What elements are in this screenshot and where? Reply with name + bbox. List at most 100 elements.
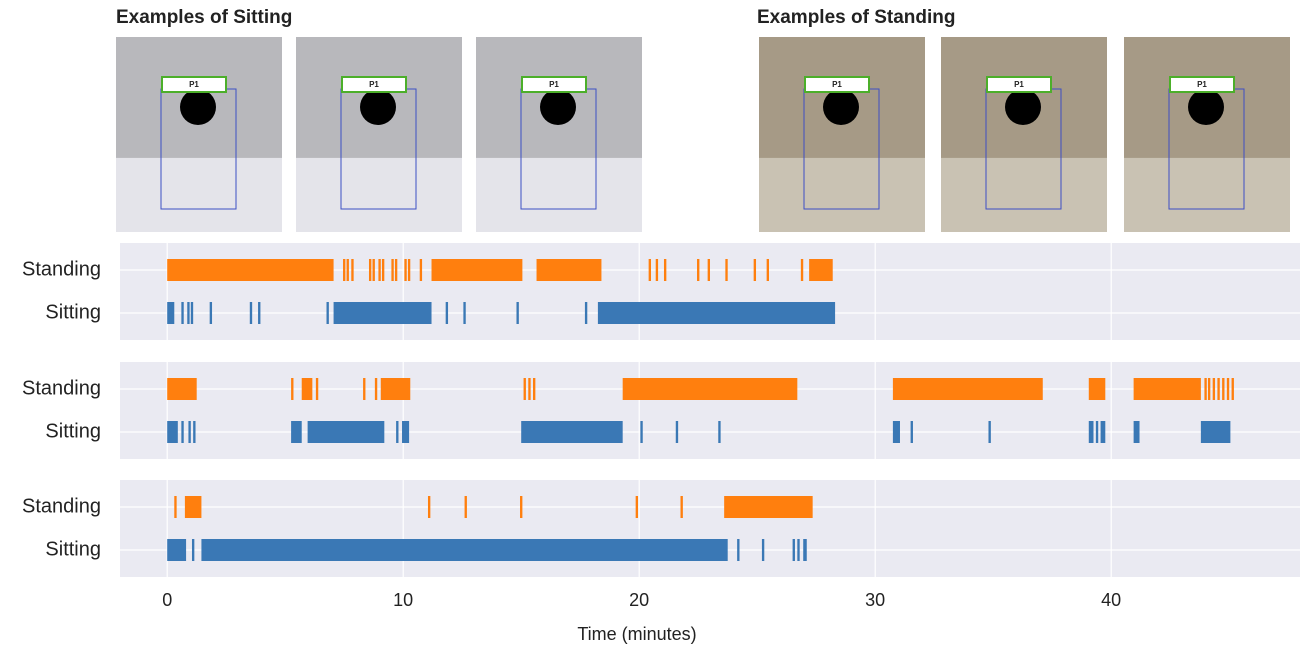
activity-segment — [404, 259, 406, 281]
activity-segment — [378, 259, 380, 281]
activity-segment — [533, 378, 535, 400]
activity-segment — [797, 539, 799, 561]
activity-segment — [428, 496, 430, 518]
x-axis-label: Time (minutes) — [577, 624, 696, 644]
example-title: Examples of Sitting — [116, 7, 292, 28]
activity-segment — [697, 259, 699, 281]
face-mask — [540, 89, 576, 125]
activity-segment — [351, 259, 353, 281]
activity-segment — [676, 421, 678, 443]
activity-segment — [1222, 378, 1224, 400]
face-mask — [360, 89, 396, 125]
activity-segment — [363, 378, 365, 400]
activity-segment — [1201, 421, 1231, 443]
activity-segment — [724, 496, 813, 518]
row-label: Sitting — [45, 301, 101, 323]
activity-segment — [803, 539, 807, 561]
activity-segment — [725, 259, 727, 281]
activity-segment — [649, 259, 651, 281]
activity-segment — [1213, 378, 1215, 400]
face-mask — [180, 89, 216, 125]
tag: P1 — [369, 80, 379, 89]
activity-segment — [656, 259, 658, 281]
activity-segment — [911, 421, 913, 443]
activity-segment — [192, 539, 194, 561]
activity-segment — [737, 539, 739, 561]
activity-segment — [188, 421, 190, 443]
activity-segment — [585, 302, 587, 324]
activity-segment — [181, 302, 183, 324]
activity-segment — [381, 378, 411, 400]
activity-segment — [167, 378, 197, 400]
tag: P1 — [832, 80, 842, 89]
activity-segment — [1101, 421, 1106, 443]
activity-segment — [463, 302, 465, 324]
activity-segment — [1204, 378, 1206, 400]
activity-segment — [167, 259, 333, 281]
tag: P1 — [189, 80, 199, 89]
activity-segment — [167, 539, 186, 561]
activity-segment — [420, 259, 422, 281]
face-mask — [823, 89, 859, 125]
activity-segment — [395, 259, 397, 281]
activity-segment — [988, 421, 990, 443]
activity-segment — [396, 421, 398, 443]
activity-segment — [521, 421, 622, 443]
row-label: Standing — [22, 258, 101, 280]
activity-segment — [516, 302, 518, 324]
face-mask — [1005, 89, 1041, 125]
activity-segment — [174, 496, 176, 518]
activity-segment — [308, 421, 385, 443]
panel-background — [120, 243, 1300, 340]
activity-segment — [185, 496, 202, 518]
activity-segment — [681, 496, 683, 518]
activity-segment — [801, 259, 803, 281]
photo-floor — [476, 158, 642, 232]
activity-segment — [327, 302, 329, 324]
activity-segment — [754, 259, 756, 281]
tag: P1 — [549, 80, 559, 89]
activity-segment — [382, 259, 384, 281]
activity-segment — [402, 421, 409, 443]
face-mask — [1188, 89, 1224, 125]
row-label: Sitting — [45, 538, 101, 560]
activity-segment — [598, 302, 835, 324]
activity-segment — [291, 378, 293, 400]
activity-segment — [375, 378, 377, 400]
activity-segment — [636, 496, 638, 518]
activity-segment — [302, 378, 313, 400]
activity-segment — [793, 539, 795, 561]
x-tick-label: 20 — [629, 590, 649, 610]
activity-segment — [250, 302, 252, 324]
activity-segment — [191, 302, 193, 324]
activity-segment — [718, 421, 720, 443]
activity-segment — [1232, 378, 1234, 400]
activity-segment — [408, 259, 410, 281]
activity-segment — [465, 496, 467, 518]
activity-segment — [767, 259, 769, 281]
activity-segment — [762, 539, 764, 561]
activity-segment — [893, 421, 900, 443]
activity-segment — [343, 259, 345, 281]
x-tick-label: 40 — [1101, 590, 1121, 610]
activity-segment — [187, 302, 189, 324]
activity-segment — [1089, 421, 1094, 443]
activity-segment — [623, 378, 798, 400]
row-label: Standing — [22, 495, 101, 517]
activity-segment — [334, 302, 432, 324]
activity-segment — [1089, 378, 1106, 400]
row-label: Standing — [22, 377, 101, 399]
tag: P1 — [1014, 80, 1024, 89]
activity-segment — [167, 421, 178, 443]
activity-segment — [1134, 421, 1140, 443]
photo-floor — [941, 158, 1107, 232]
activity-segment — [893, 378, 1043, 400]
photo-floor — [116, 158, 282, 232]
activity-segment — [446, 302, 448, 324]
activity-segment — [391, 259, 393, 281]
activity-segment — [373, 259, 375, 281]
activity-segment — [809, 259, 833, 281]
activity-segment — [347, 259, 349, 281]
activity-segment — [210, 302, 212, 324]
panel-background — [120, 362, 1300, 459]
